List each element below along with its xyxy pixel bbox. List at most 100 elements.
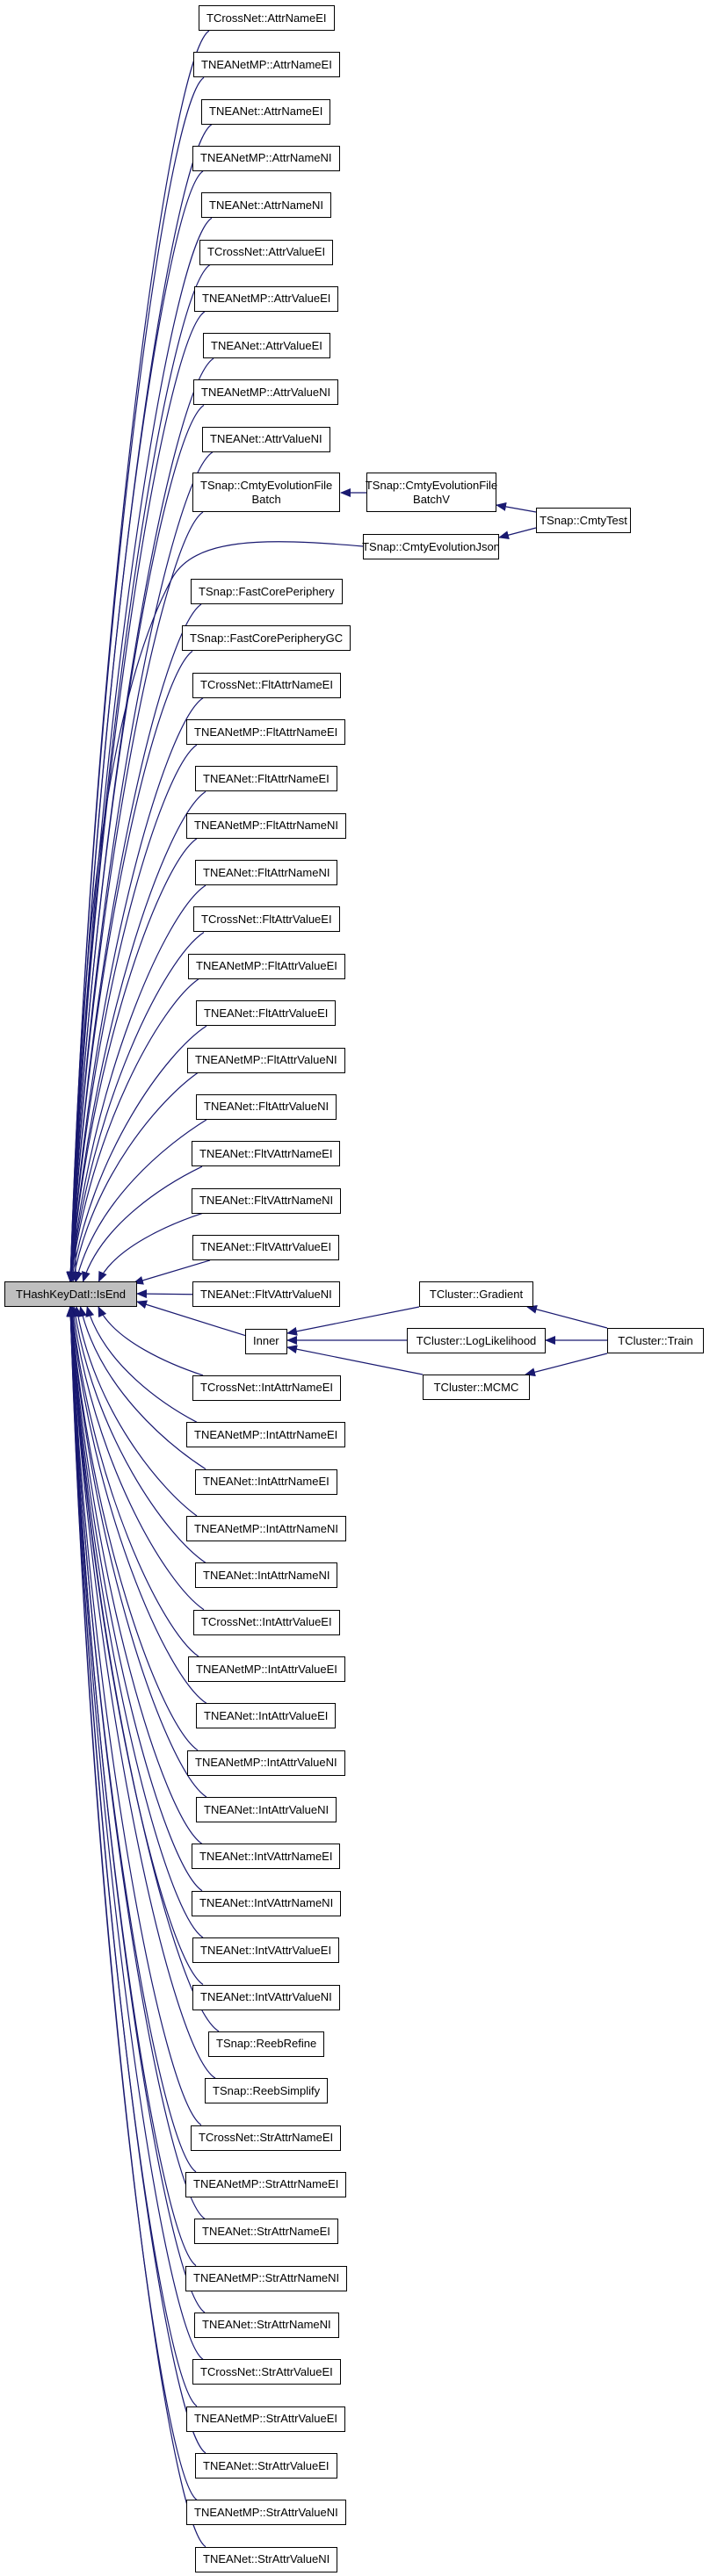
edge-caller-to-focus	[98, 1212, 203, 1282]
node-label: TSnap::CmtyTest	[540, 513, 627, 527]
node-tcluster-gradient[interactable]: TCluster::Gradient	[419, 1281, 533, 1307]
node-label: TSnap::ReebRefine	[216, 2037, 317, 2051]
caller-node-tneanetmp-attrvalueei[interactable]: TNEANetMP::AttrValueEI	[194, 285, 339, 312]
caller-node-tneanet-attrnameei[interactable]: TNEANet::AttrNameEI	[201, 98, 331, 125]
caller-node-tneanet-intvattrnameni[interactable]: TNEANet::IntVAttrNameNI	[192, 1890, 342, 1916]
node-label: TNEANet::StrAttrNameNI	[202, 2318, 331, 2332]
caller-node-tneanet-intvattrvalueni[interactable]: TNEANet::IntVAttrValueNI	[192, 1984, 340, 2010]
node-label: TCluster::Train	[618, 1333, 693, 1347]
node-label: Batch	[251, 492, 281, 506]
edge-caller-to-focus	[66, 1306, 197, 2173]
caller-node-tneanetmp-intattrvalueei[interactable]: TNEANetMP::IntAttrValueEI	[188, 1656, 345, 1683]
edge-caller-to-focus	[66, 1306, 206, 2219]
caller-node-tcrossnet-attrvalueei[interactable]: TCrossNet::AttrValueEI	[199, 239, 334, 265]
node-label: TNEANetMP::AttrNameNI	[200, 151, 332, 165]
caller-node-tneanet-attrvalueei[interactable]: TNEANet::AttrValueEI	[203, 333, 330, 359]
caller-node-tneanetmp-strattrvalueni[interactable]: TNEANetMP::StrAttrValueNI	[186, 2500, 346, 2526]
node-label: TCrossNet::IntAttrValueEI	[201, 1615, 332, 1629]
caller-node-tcrossnet-intattrnameei[interactable]: TCrossNet::IntAttrNameEI	[192, 1375, 341, 1401]
node-label: TSnap::FastCorePeripheryGC	[190, 631, 344, 645]
caller-node-tsnap-fastcoreperiphery[interactable]: TSnap::FastCorePeriphery	[191, 579, 343, 604]
node-tcluster-mcmc[interactable]: TCluster::MCMC	[423, 1375, 530, 1400]
edge-caller-to-focus	[66, 1306, 216, 2079]
caller-node-inner[interactable]: Inner	[245, 1328, 287, 1354]
edge-caller-to-focus	[67, 931, 205, 1282]
caller-node-tneanetmp-fltattrvalueei[interactable]: TNEANetMP::FltAttrValueEI	[188, 953, 345, 979]
node-tsnap-cmtyevolutionfilebatchv[interactable]: TSnap::CmtyEvolutionFile BatchV	[366, 473, 497, 512]
edge-caller-to-focus	[68, 1306, 207, 1704]
caller-node-tneanet-fltattrvalueei[interactable]: TNEANet::FltAttrValueEI	[196, 1000, 337, 1027]
edge-caller-to-focus	[69, 1072, 199, 1282]
edge-cmtyTest-to-cmtyJson	[498, 527, 537, 540]
node-label: TCluster::MCMC	[433, 1380, 519, 1394]
caller-node-tneanet-intattrnameni[interactable]: TNEANet::IntAttrNameNI	[195, 1562, 338, 1589]
edge-caller-to-focus	[73, 1306, 198, 1517]
caller-node-tcrossnet-strattrvalueei[interactable]: TCrossNet::StrAttrValueEI	[192, 2359, 341, 2385]
caller-node-tneanet-attrnameni[interactable]: TNEANet::AttrNameNI	[201, 192, 332, 219]
edge-train-to-mcmc	[525, 1353, 608, 1377]
caller-node-tneanet-intvattrnameei[interactable]: TNEANet::IntVAttrNameEI	[192, 1844, 341, 1870]
caller-node-tneanet-intattrnameei[interactable]: TNEANet::IntAttrNameEI	[195, 1468, 337, 1495]
caller-node-tneanet-fltvattrnameei[interactable]: TNEANet::FltVAttrNameEI	[192, 1141, 341, 1167]
node-label: TNEANet::IntAttrNameNI	[203, 1568, 330, 1582]
caller-node-tneanetmp-intattrnameei[interactable]: TNEANetMP::IntAttrNameEI	[186, 1422, 346, 1448]
caller-node-tneanet-strattrvalueni[interactable]: TNEANet::StrAttrValueNI	[195, 2546, 338, 2572]
node-label: TSnap::ReebSimplify	[213, 2083, 321, 2097]
edge-caller-to-focus	[66, 744, 198, 1282]
caller-node-tneanet-fltvattrvalueni[interactable]: TNEANet::FltVAttrValueNI	[192, 1281, 340, 1308]
node-label: TNEANet::IntVAttrValueNI	[200, 1990, 332, 2003]
edge-caller-to-focus	[66, 404, 205, 1282]
node-tsnap-cmtytest[interactable]: TSnap::CmtyTest	[536, 508, 631, 533]
edge-caller-to-focus	[66, 1306, 204, 1938]
node-label: TNEANet::IntVAttrValueEI	[200, 1943, 332, 1957]
caller-node-tneanet-fltvattrvalueei[interactable]: TNEANet::FltVAttrValueEI	[192, 1234, 340, 1260]
edge-caller-to-focus	[136, 1289, 193, 1299]
caller-node-tneanetmp-attrnameni[interactable]: TNEANetMP::AttrNameNI	[192, 145, 340, 171]
node-label: TNEANetMP::StrAttrValueEI	[194, 2412, 338, 2426]
caller-node-tneanetmp-intattrnameni[interactable]: TNEANetMP::IntAttrNameNI	[186, 1516, 346, 1541]
caller-node-tneanet-fltattrnameei[interactable]: TNEANet::FltAttrNameEI	[195, 766, 337, 792]
caller-node-tneanet-fltattrvalueni[interactable]: TNEANet::FltAttrValueNI	[196, 1093, 337, 1120]
caller-node-tcrossnet-strattrnameei[interactable]: TCrossNet::StrAttrNameEI	[191, 2125, 342, 2151]
caller-node-tneanetmp-strattrnameei[interactable]: TNEANetMP::StrAttrNameEI	[185, 2171, 347, 2197]
caller-node-tneanet-intattrvalueei[interactable]: TNEANet::IntAttrValueEI	[196, 1703, 337, 1729]
node-label: TNEANet::StrAttrValueNI	[203, 2552, 330, 2566]
caller-node-tsnap-reebrefine[interactable]: TSnap::ReebRefine	[208, 2031, 325, 2057]
caller-node-tneanet-intvattrvalueei[interactable]: TNEANet::IntVAttrValueEI	[192, 1937, 340, 1964]
caller-node-tneanet-strattrvalueei[interactable]: TNEANet::StrAttrValueEI	[195, 2453, 337, 2479]
caller-node-tneanetmp-fltattrnameni[interactable]: TNEANetMP::FltAttrNameNI	[186, 812, 346, 839]
node-tcluster-loglikelihood[interactable]: TCluster::LogLikelihood	[407, 1328, 546, 1353]
edge-caller-to-focus	[85, 1306, 198, 1423]
node-label: TNEANetMP::IntAttrValueNI	[195, 1756, 337, 1770]
edge-mcmc-to-caller-27	[286, 1345, 424, 1375]
caller-node-tneanetmp-strattrnameni[interactable]: TNEANetMP::StrAttrNameNI	[185, 2265, 348, 2291]
node-label: TNEANet::FltAttrNameEI	[203, 771, 330, 785]
caller-node-tcrossnet-attrnameei[interactable]: TCrossNet::AttrNameEI	[199, 5, 335, 31]
caller-node-tneanetmp-intattrvalueni[interactable]: TNEANetMP::IntAttrValueNI	[187, 1750, 345, 1776]
caller-node-tsnap-reebsimplify[interactable]: TSnap::ReebSimplify	[205, 2078, 329, 2104]
caller-node-tneanetmp-fltattrnameei[interactable]: TNEANetMP::FltAttrNameEI	[186, 719, 346, 746]
caller-node-tneanetmp-fltattrvalueni[interactable]: TNEANetMP::FltAttrValueNI	[187, 1047, 345, 1073]
node-tsnap-cmtyevolutionjson[interactable]: TSnap::CmtyEvolutionJson	[362, 534, 500, 559]
edge-caller-to-focus	[66, 217, 213, 1282]
caller-node-tcrossnet-fltattrvalueei[interactable]: TCrossNet::FltAttrValueEI	[193, 906, 340, 933]
caller-node-tsnap-cmtyevolutionfilebatch[interactable]: TSnap::CmtyEvolutionFile Batch	[192, 473, 341, 512]
node-tcluster-train[interactable]: TCluster::Train	[607, 1328, 704, 1353]
caller-node-tneanetmp-strattrvalueei[interactable]: TNEANetMP::StrAttrValueEI	[186, 2406, 346, 2432]
caller-node-tcrossnet-fltattrnameei[interactable]: TCrossNet::FltAttrNameEI	[192, 672, 341, 698]
caller-node-tneanetmp-attrvalueni[interactable]: TNEANetMP::AttrValueNI	[193, 379, 339, 406]
caller-node-tneanet-strattrnameni[interactable]: TNEANet::StrAttrNameNI	[194, 2312, 339, 2338]
node-label: TCluster::LogLikelihood	[416, 1333, 537, 1347]
caller-node-tcrossnet-intattrvalueei[interactable]: TCrossNet::IntAttrValueEI	[193, 1609, 340, 1635]
node-label: TNEANet::FltAttrNameNI	[203, 865, 330, 879]
caller-node-tsnap-fastcoreperipherygc[interactable]: TSnap::FastCorePeripheryGC	[182, 625, 351, 652]
caller-node-tneanet-strattrnameei[interactable]: TNEANet::StrAttrNameEI	[194, 2219, 338, 2245]
node-label: TNEANet::IntAttrValueEI	[204, 1708, 329, 1722]
node-label: TSnap::FastCorePeriphery	[199, 584, 335, 598]
caller-node-tneanet-intattrvalueni[interactable]: TNEANet::IntAttrValueNI	[196, 1797, 337, 1823]
caller-node-tneanetmp-attrnameei[interactable]: TNEANetMP::AttrNameEI	[193, 52, 340, 78]
caller-node-tneanet-attrvalueni[interactable]: TNEANet::AttrValueNI	[202, 426, 330, 452]
node-label: TSnap::CmtyEvolutionJson	[362, 539, 500, 553]
caller-node-tneanet-fltattrnameni[interactable]: TNEANet::FltAttrNameNI	[195, 860, 338, 886]
caller-node-tneanet-fltvattrnameni[interactable]: TNEANet::FltVAttrNameNI	[192, 1187, 342, 1214]
